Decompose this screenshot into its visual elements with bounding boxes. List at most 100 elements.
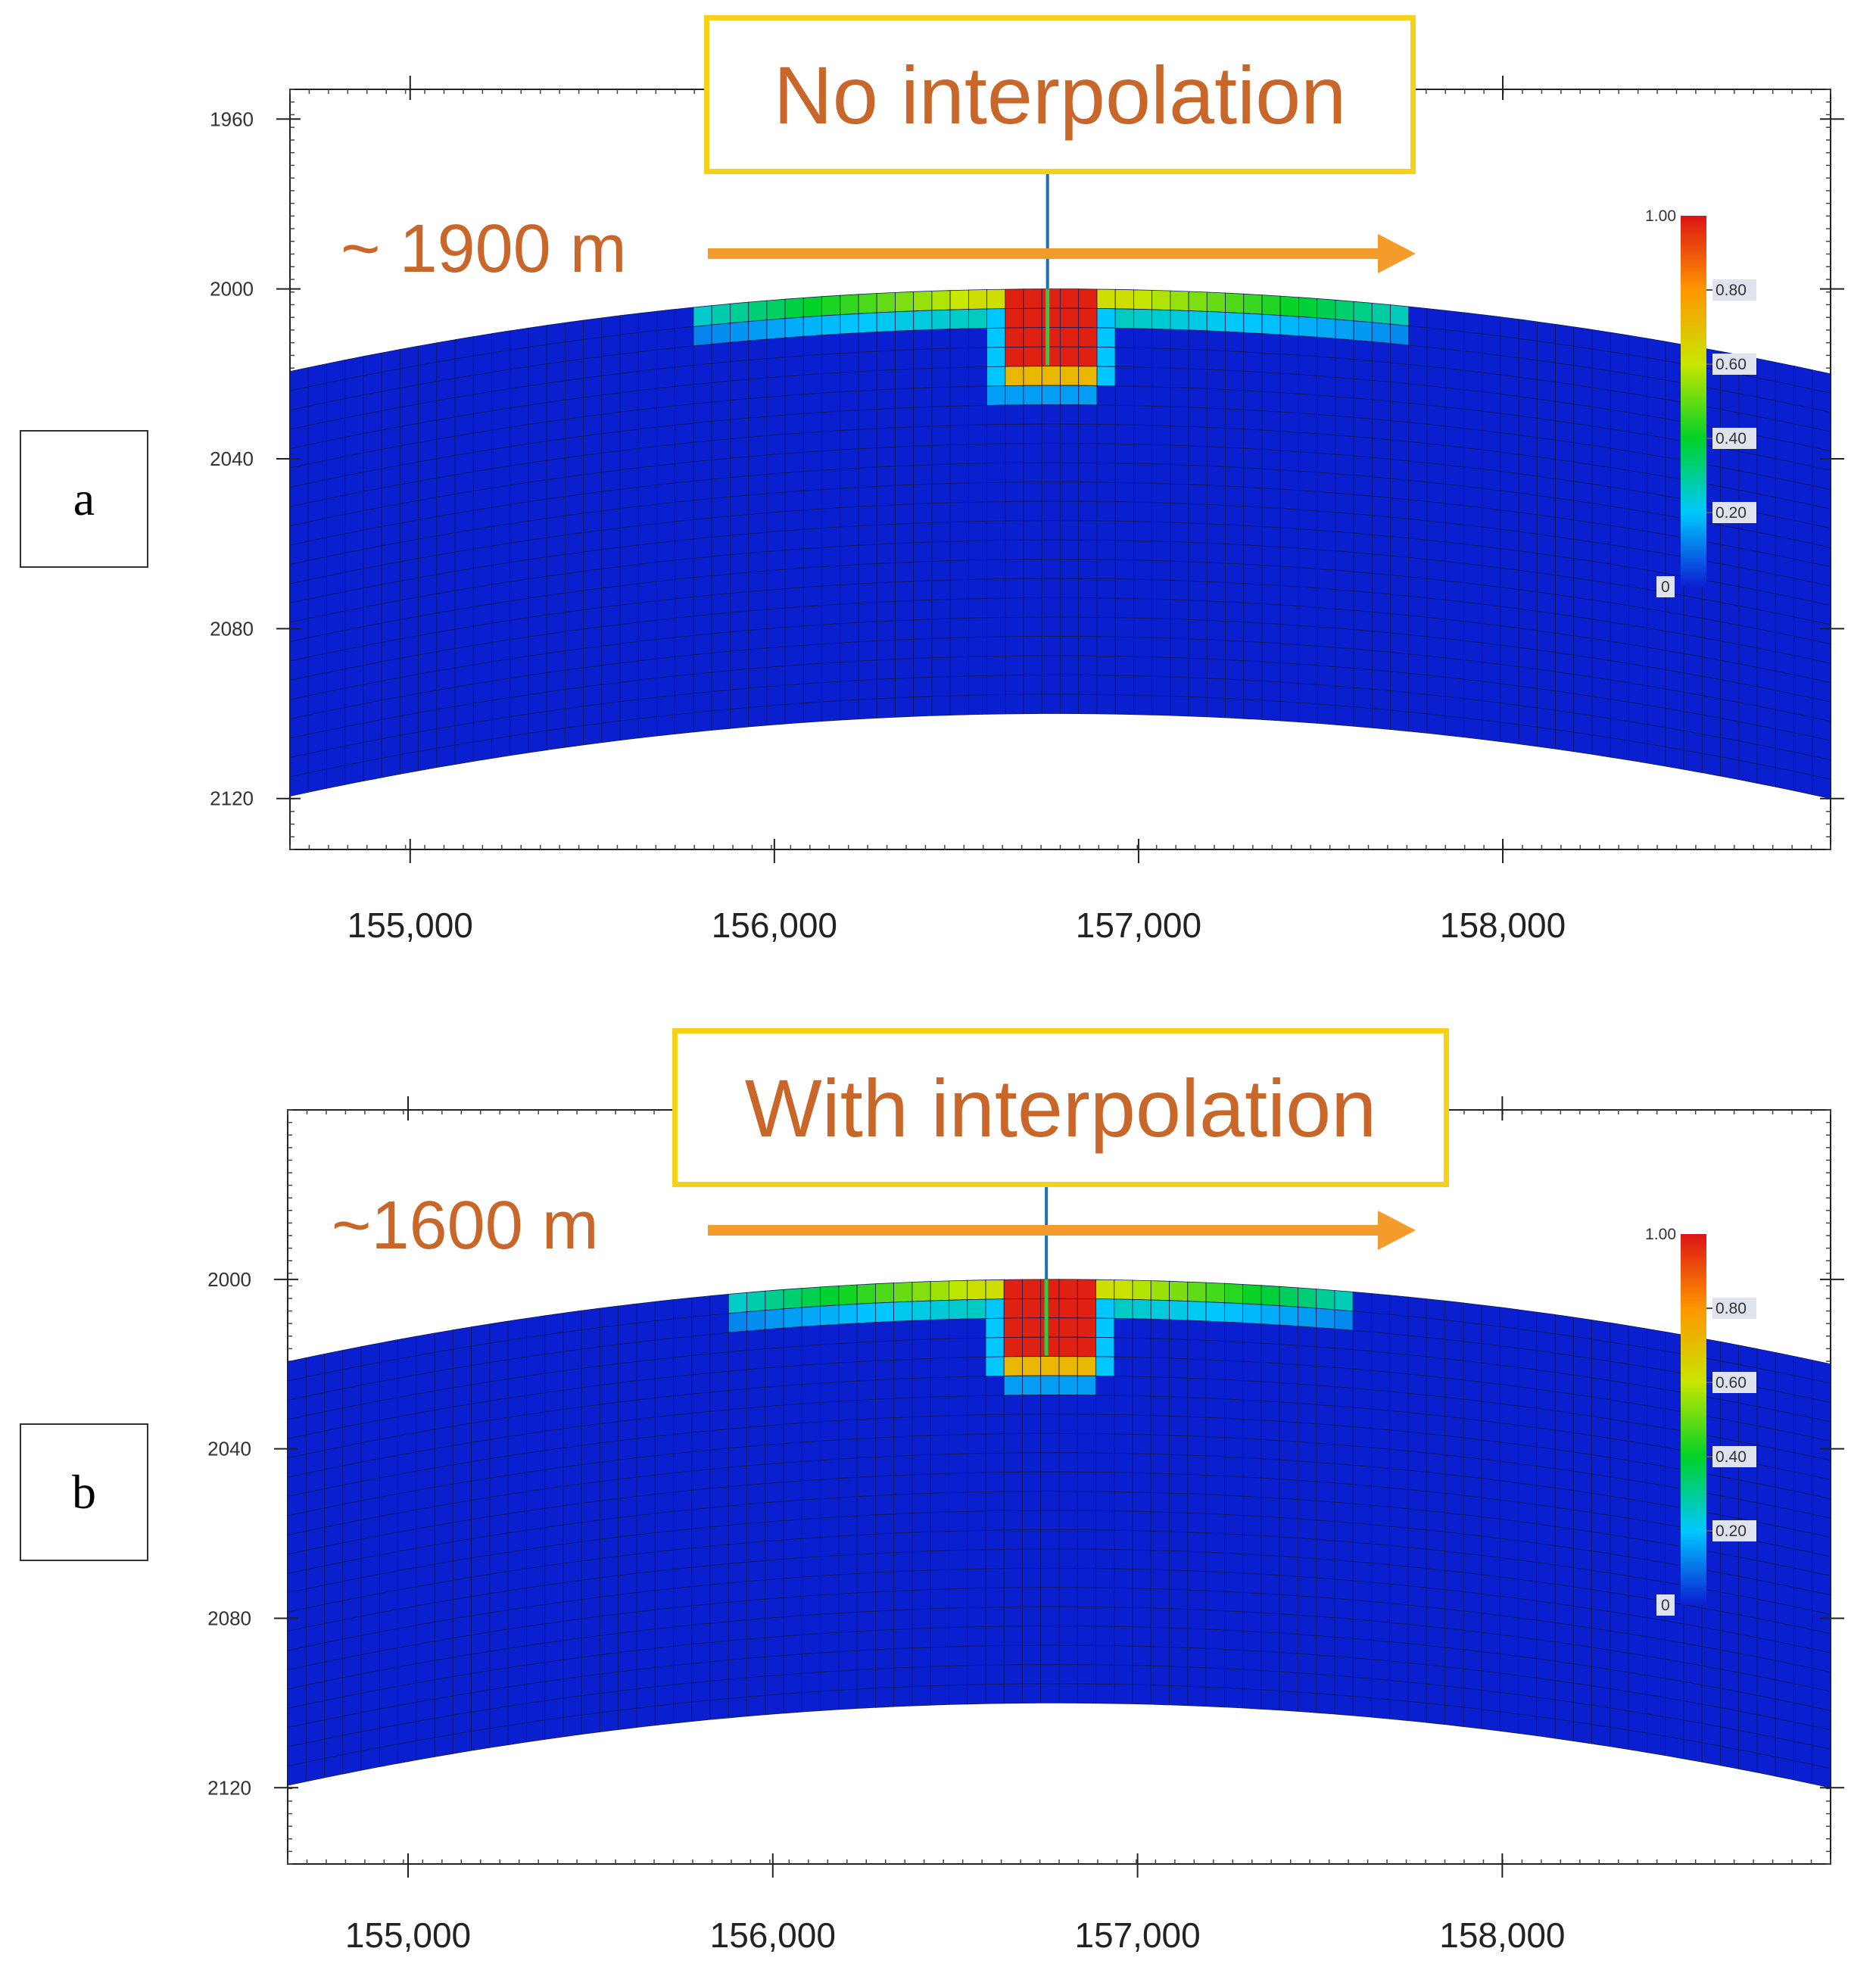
grid-cell bbox=[1298, 1557, 1317, 1579]
grid-cell bbox=[967, 1645, 986, 1666]
grid-cell bbox=[1096, 616, 1116, 637]
grid-cell bbox=[1187, 1320, 1207, 1341]
grid-cell bbox=[709, 1621, 729, 1643]
grid-cell bbox=[709, 1678, 729, 1701]
grid-cell bbox=[416, 1467, 435, 1491]
grid-cell bbox=[471, 1438, 491, 1463]
grid-cell bbox=[1408, 653, 1428, 676]
grid-cell bbox=[1353, 513, 1373, 535]
grid-cell bbox=[1242, 1284, 1262, 1305]
grid-cell bbox=[1023, 694, 1042, 715]
grid-cell bbox=[1518, 1656, 1538, 1678]
grid-cell bbox=[986, 694, 1006, 715]
grid-cell bbox=[1188, 348, 1208, 370]
grid-cell bbox=[1261, 372, 1281, 394]
grid-cell bbox=[1114, 559, 1134, 580]
grid-cell bbox=[1389, 1429, 1409, 1452]
grid-cell bbox=[675, 403, 694, 425]
grid-cell bbox=[1719, 1669, 1740, 1693]
colorbar-label-bg bbox=[1656, 1594, 1675, 1616]
grid-cell bbox=[1206, 291, 1226, 313]
grid-cell bbox=[1040, 1664, 1060, 1685]
grid-cell bbox=[1573, 481, 1593, 504]
grid-cell bbox=[342, 1500, 362, 1524]
grid-cell bbox=[1518, 647, 1538, 670]
grid-cell bbox=[1041, 327, 1061, 348]
grid-cell bbox=[1389, 1583, 1409, 1606]
grid-cell bbox=[1205, 1320, 1225, 1342]
grid-cell bbox=[618, 1650, 637, 1672]
grid-cell bbox=[471, 1670, 491, 1694]
grid-cell bbox=[1242, 1534, 1262, 1556]
grid-cell bbox=[1261, 622, 1281, 644]
grid-cell bbox=[1426, 1703, 1445, 1725]
grid-cell bbox=[1003, 1471, 1023, 1492]
grid-cell bbox=[1463, 1514, 1482, 1537]
grid-cell bbox=[489, 1590, 509, 1613]
grid-cell bbox=[820, 1362, 840, 1384]
grid-cell bbox=[528, 634, 547, 657]
grid-cell bbox=[418, 612, 438, 637]
grid-cell bbox=[746, 1560, 766, 1582]
grid-cell bbox=[985, 1607, 1005, 1627]
grid-cell bbox=[656, 425, 676, 447]
grid-cell bbox=[1738, 586, 1758, 610]
grid-cell bbox=[1482, 469, 1501, 491]
grid-cell bbox=[801, 1537, 821, 1559]
grid-cell bbox=[526, 1604, 546, 1627]
grid-cell bbox=[1261, 584, 1281, 606]
grid-cell bbox=[1298, 663, 1318, 685]
grid-cell bbox=[583, 375, 603, 398]
grid-cell bbox=[565, 706, 584, 729]
grid-cell bbox=[985, 1337, 1005, 1357]
grid-cell bbox=[472, 719, 492, 743]
grid-cell bbox=[875, 1532, 894, 1554]
grid-cell bbox=[381, 349, 400, 373]
grid-cell bbox=[876, 659, 896, 680]
grid-cell bbox=[1205, 1339, 1225, 1361]
grid-cell bbox=[766, 395, 786, 417]
grid-cell bbox=[1114, 1529, 1133, 1551]
grid-cell bbox=[967, 1298, 986, 1320]
grid-cell bbox=[1041, 578, 1061, 599]
grid-cell bbox=[802, 644, 822, 665]
grid-cell bbox=[344, 529, 364, 553]
grid-cell bbox=[1334, 1521, 1354, 1543]
grid-cell bbox=[1518, 1560, 1538, 1582]
grid-cell bbox=[636, 1398, 656, 1420]
grid-cell bbox=[562, 1714, 582, 1738]
grid-cell bbox=[544, 1620, 564, 1644]
grid-cell bbox=[1298, 547, 1318, 569]
grid-cell bbox=[1463, 1629, 1482, 1653]
grid-cell bbox=[1665, 727, 1684, 751]
grid-cell bbox=[1463, 717, 1483, 740]
grid-cell bbox=[765, 1289, 784, 1311]
grid-cell bbox=[1536, 1697, 1556, 1719]
grid-cell bbox=[1205, 1455, 1225, 1477]
grid-cell bbox=[381, 754, 400, 778]
grid-cell bbox=[528, 344, 547, 367]
grid-cell bbox=[1481, 1497, 1500, 1519]
grid-cell bbox=[1426, 578, 1446, 600]
grid-cell bbox=[381, 388, 400, 412]
grid-cell bbox=[601, 334, 621, 357]
grid-cell bbox=[691, 1449, 711, 1472]
grid-cell bbox=[1628, 1576, 1647, 1599]
grid-cell bbox=[379, 1570, 398, 1594]
grid-cell bbox=[673, 1548, 693, 1570]
grid-cell bbox=[363, 565, 382, 589]
grid-cell bbox=[1426, 539, 1446, 562]
grid-cell bbox=[1077, 1298, 1096, 1319]
grid-cell bbox=[453, 1692, 472, 1716]
grid-cell bbox=[434, 1522, 453, 1546]
grid-cell bbox=[472, 565, 492, 588]
grid-cell bbox=[1371, 1447, 1391, 1470]
grid-cell bbox=[1261, 1612, 1280, 1634]
grid-cell bbox=[1482, 662, 1501, 684]
grid-cell bbox=[1628, 682, 1648, 706]
grid-cell bbox=[1078, 539, 1098, 560]
grid-cell bbox=[583, 510, 603, 533]
grid-cell bbox=[400, 384, 419, 408]
grid-cell bbox=[1591, 464, 1611, 488]
grid-cell bbox=[1444, 1377, 1464, 1400]
